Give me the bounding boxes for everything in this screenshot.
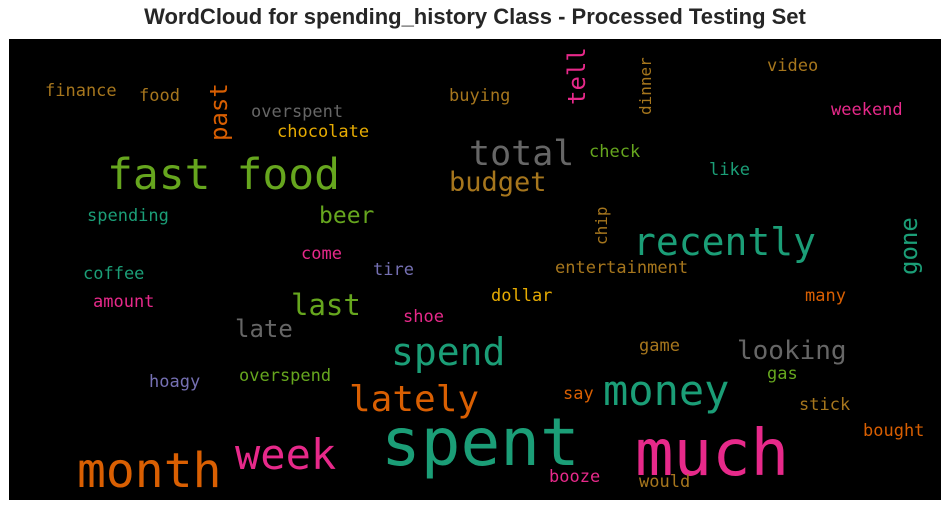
word-finance: finance [45,81,117,101]
word-overspend: overspend [239,366,331,386]
word-say: say [563,384,594,404]
word-budget: budget [449,167,547,198]
word-amount: amount [93,292,154,312]
word-game: game [639,336,680,356]
word-total: total [469,134,574,174]
word-last: last [291,288,361,322]
word-gone: gone [895,217,923,275]
word-much: much [635,417,789,491]
word-spent: spent [381,404,580,481]
word-shoe: shoe [403,307,444,327]
word-like: like [709,160,750,180]
wordcloud-svg: spent much month money week fast food spend lat… [45,47,924,499]
word-lately: lately [349,379,479,420]
wordcloud-canvas: spent much month money week fast food spend lat… [9,39,941,500]
word-looking: looking [737,336,847,366]
word-video: video [767,56,818,76]
word-late: late [235,315,293,343]
word-coffee: coffee [83,264,144,284]
word-many: many [805,286,846,306]
word-spend: spend [391,330,505,374]
word-tell: tell [563,47,591,105]
word-dinner: dinner [636,57,655,115]
word-recently: recently [633,220,816,264]
word-chocolate: chocolate [277,122,369,142]
word-come: come [301,244,342,264]
word-buying: buying [449,86,510,106]
word-weekend: weekend [831,100,903,120]
word-check: check [589,142,640,162]
chart-title: WordCloud for spending_history Class - P… [144,4,806,29]
word-chip: chip [592,206,611,245]
word-fast-food: fast food [107,150,340,200]
word-money: money [603,366,729,415]
word-booze: booze [549,467,600,487]
word-week: week [235,430,336,479]
word-entertainment: entertainment [555,258,688,278]
word-tire: tire [373,260,414,280]
word-overspent: overspent [251,102,343,122]
word-bought: bought [863,421,924,441]
word-past: past [205,83,233,141]
word-hoagy: hoagy [149,372,200,392]
word-dollar: dollar [491,286,552,306]
word-spending: spending [87,206,169,226]
word-food: food [139,86,180,106]
word-gas: gas [767,364,798,384]
word-beer: beer [319,203,374,229]
word-month: month [77,443,222,499]
word-stick: stick [799,395,850,415]
word-would: would [639,472,690,492]
